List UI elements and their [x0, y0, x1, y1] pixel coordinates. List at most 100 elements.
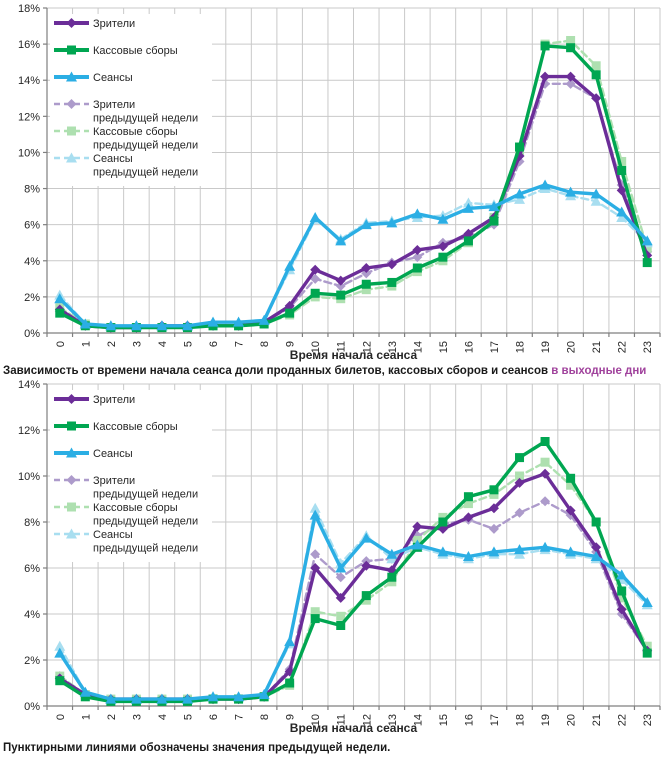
triangle-marker [590, 551, 602, 561]
svg-text:18%: 18% [18, 3, 40, 15]
triangle-marker [156, 320, 168, 331]
triangle-marker [258, 314, 270, 325]
square-marker [387, 577, 397, 587]
square-marker [642, 648, 652, 658]
triangle-marker [437, 213, 449, 224]
square-marker [463, 236, 473, 246]
svg-text:21: 21 [591, 714, 603, 726]
diamond-marker [540, 468, 551, 479]
svg-text:16: 16 [463, 714, 475, 726]
triangle-marker [539, 179, 551, 190]
legend-label: предыдущей недели [93, 489, 198, 501]
diamond-marker [565, 71, 576, 82]
diamond-marker [514, 507, 525, 518]
square-marker [540, 457, 550, 467]
svg-text:8: 8 [259, 341, 271, 347]
triangle-marker [641, 597, 653, 607]
triangle-marker [233, 691, 245, 702]
triangle-marker [207, 316, 219, 327]
triangle-marker [437, 546, 449, 557]
square-marker [566, 480, 576, 490]
triangle-marker [309, 211, 321, 222]
legend-item-box-office: Кассовые сборы [54, 45, 178, 57]
y-axis-labels: 0% 2% 4% 6% 8% 10% 12% 14% 16% 18% [18, 3, 40, 340]
triangle-marker [462, 197, 474, 208]
svg-text:13: 13 [387, 341, 399, 353]
square-marker [387, 572, 397, 582]
svg-text:1: 1 [80, 714, 92, 720]
diamond-marker [540, 496, 551, 507]
svg-text:16%: 16% [18, 39, 40, 51]
svg-text:12%: 12% [18, 425, 40, 437]
diamond-marker [310, 273, 321, 284]
diamond-marker [335, 275, 346, 286]
svg-text:7: 7 [234, 341, 246, 347]
square-marker [361, 591, 371, 601]
svg-text:10%: 10% [18, 147, 40, 159]
svg-text:16: 16 [463, 341, 475, 353]
square-marker [310, 288, 320, 298]
svg-text:2: 2 [106, 714, 118, 720]
caption-text: Зависимость от времени начала сеанса дол… [3, 365, 552, 377]
square-marker [540, 437, 550, 446]
svg-text:2%: 2% [24, 655, 40, 667]
legend-item-box-office-prev-week: Кассовые сборы предыдущей недели [54, 126, 198, 152]
square-marker [642, 258, 652, 268]
weekend-chart-caption: Зависимость от времени начала сеанса дол… [0, 362, 670, 380]
y-axis-labels: 0% 2% 4% 6% 8% 10% 12% 14% [18, 380, 40, 713]
square-marker [336, 621, 346, 630]
legend-label: Зрители [93, 18, 135, 30]
legend: Зрители Кассовые сборы Сеансы Зрители предыд… [54, 394, 198, 555]
square-marker [285, 308, 295, 318]
diamond-marker [565, 78, 576, 89]
square-marker [617, 156, 627, 166]
svg-text:8%: 8% [24, 517, 40, 529]
triangle-marker [514, 544, 526, 555]
triangle-marker [66, 447, 77, 458]
diamond-marker [412, 244, 423, 255]
square-marker [67, 126, 76, 136]
diamond-marker [361, 560, 372, 571]
square-marker [489, 485, 499, 495]
svg-text:Время начала сеанса: Время начала сеанса [290, 348, 418, 362]
triangle-marker [514, 188, 526, 199]
x-axis-title: Время начала сеанса [290, 348, 418, 362]
svg-text:8: 8 [259, 714, 271, 720]
square-marker [566, 43, 576, 53]
triangle-marker [641, 235, 653, 246]
triangle-marker [309, 502, 321, 513]
legend-label: Сеансы [93, 153, 133, 165]
svg-text:1: 1 [80, 341, 92, 347]
triangle-marker [181, 693, 193, 704]
legend-label: Зрители [93, 475, 135, 487]
caption-highlight: в выходные дни [551, 365, 647, 377]
svg-text:3: 3 [131, 341, 143, 347]
triangle-marker [156, 693, 168, 704]
triangle-marker [66, 528, 77, 539]
diamond-marker [66, 394, 77, 404]
legend-item-viewers: Зрители [54, 394, 135, 406]
svg-text:14%: 14% [18, 380, 40, 391]
svg-text:9: 9 [285, 714, 297, 720]
diamond-marker [488, 503, 499, 514]
triangle-marker [616, 211, 628, 222]
legend-label: предыдущей недели [93, 516, 198, 528]
square-marker [310, 614, 320, 624]
svg-text:0: 0 [55, 714, 67, 720]
square-marker [310, 607, 320, 617]
series-sessions [54, 179, 653, 331]
svg-text:17: 17 [489, 341, 501, 353]
svg-text:12: 12 [361, 714, 373, 726]
svg-text:5: 5 [182, 714, 194, 720]
square-marker [463, 492, 473, 502]
legend-item-sessions: Сеансы [54, 71, 133, 84]
triangle-marker [386, 217, 398, 228]
square-marker [515, 142, 525, 152]
diamond-marker [66, 18, 77, 28]
triangle-marker [462, 551, 474, 561]
square-marker [67, 502, 76, 512]
diamond-marker [463, 512, 474, 523]
svg-text:7: 7 [234, 714, 246, 720]
diamond-marker [386, 259, 397, 270]
